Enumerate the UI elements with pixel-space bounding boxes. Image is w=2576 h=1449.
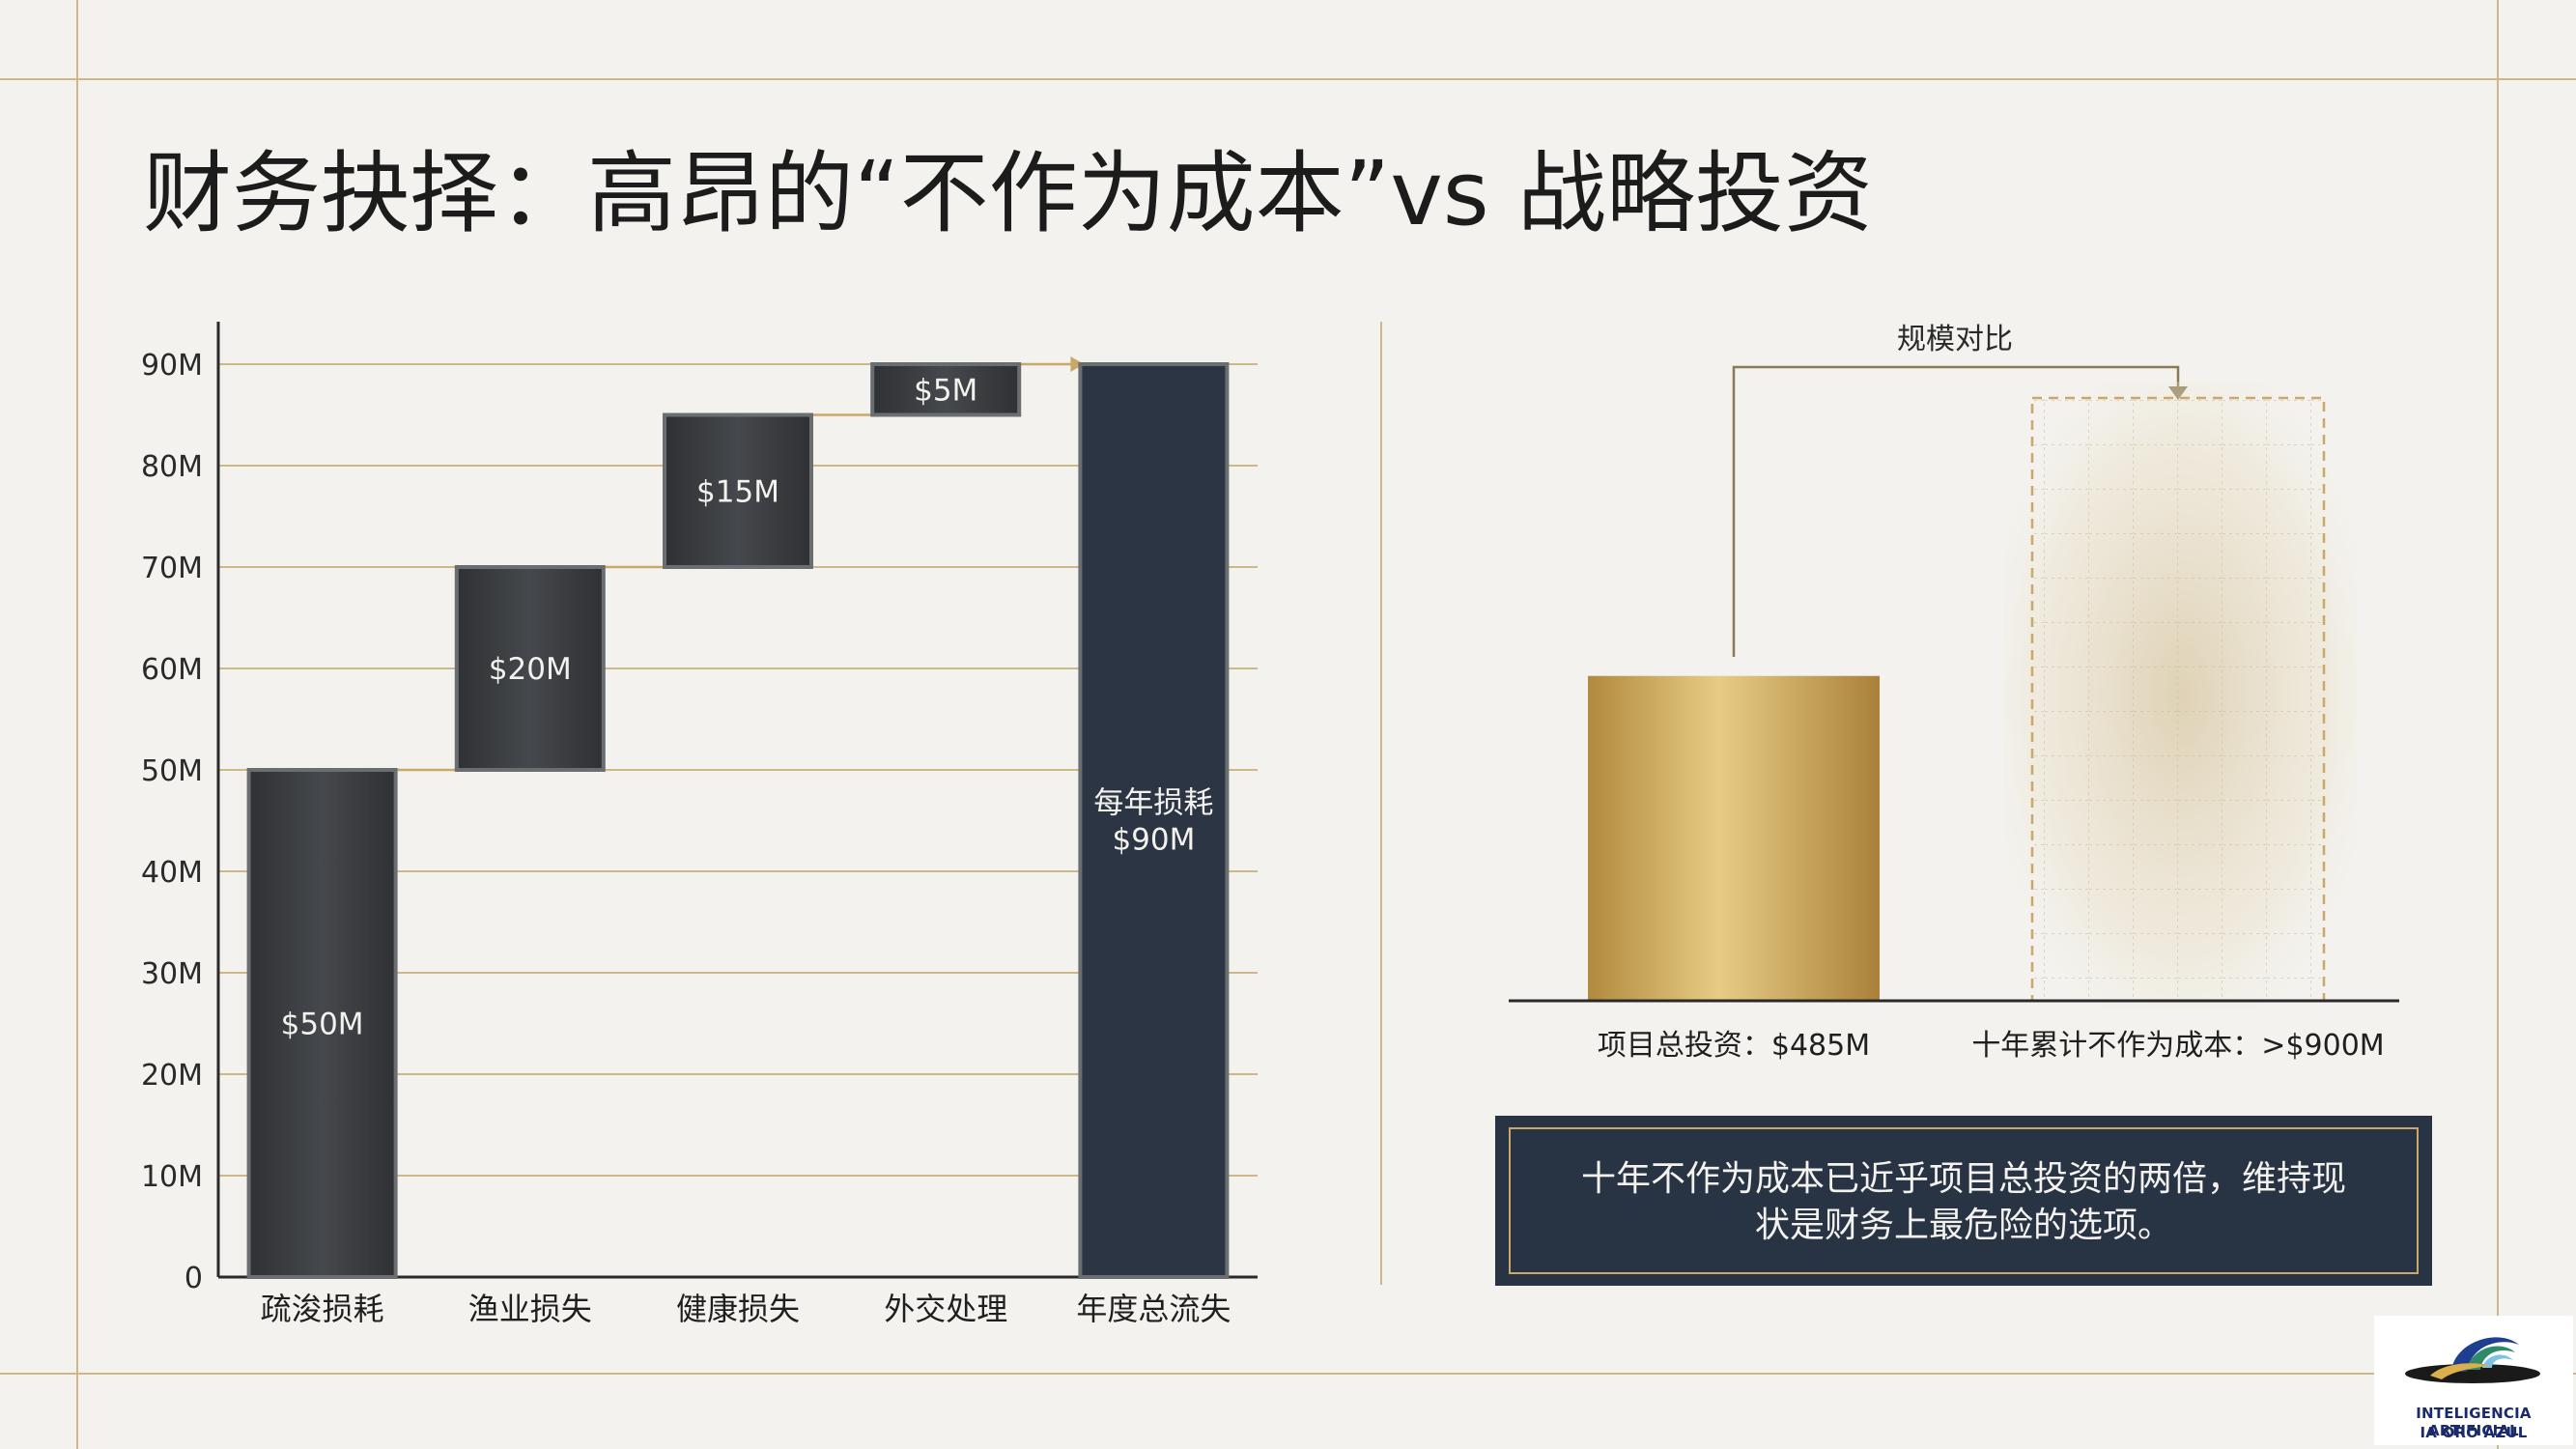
waterfall-connector-arrowhead [1070,356,1085,372]
y-tick-label: 20M [141,1059,203,1093]
comparison-category-label: 十年累计不作为成本：>$900M [1971,1029,2384,1063]
waterfall-y-ticks: 0 10M 20M 30M 40M 50M 60M 70M 80M 90M [141,349,203,1295]
y-tick-label: 50M [141,754,203,788]
y-tick-label: 60M [141,653,203,687]
waterfall-bars [246,362,1230,1279]
brand-logo: INTELIGENCIA ARTIFICIAL IA ORO AZUL [2374,1316,2573,1445]
waterfall-category-label: 年度总流失 [1076,1291,1231,1327]
waterfall-bar [663,412,813,569]
y-tick-label: 40M [141,856,203,890]
y-tick-label: 0 [184,1262,203,1295]
waterfall-bar [1078,362,1230,1279]
waterfall-data-label: $50M [281,1008,364,1042]
waterfall-data-label: 每年损耗$90M [1093,786,1213,858]
callout-box [1495,1116,2432,1286]
waterfall-bar [870,362,1022,417]
comparison-chart: 规模对比 项目总投资：$485M 十年累计不作为成本：>$900M 十年不作为成本… [1495,323,2432,1286]
waterfall-category-label: 外交处理 [884,1291,1007,1327]
logo-text-line-1: INTELIGENCIA ARTIFICIAL [2416,1405,2532,1439]
waterfall-category-label: 渔业损失 [468,1291,592,1327]
callout-text-line-2: 状是财务上最危险的选项。 [1755,1206,2172,1245]
waterfall-data-labels: $50M $20M $15M $5M 每年损耗$90M [281,373,1214,1041]
comparison-bars [1588,396,2326,1003]
comparison-category-labels: 项目总投资：$485M 十年累计不作为成本：>$900M [1598,1029,2385,1063]
investment-bar [1588,675,1880,1001]
y-tick-label: 10M [141,1160,203,1194]
inaction-cost-bar-grid [2032,398,2324,1001]
slide-title: 财务抉择：高昂的“不作为成本”vs 战略投资 [143,142,1873,245]
waterfall-category-label: 健康损失 [676,1291,800,1327]
logo-mark-icon [2405,1337,2540,1383]
y-tick-label: 70M [141,552,203,585]
comparison-arrow [1732,365,2180,657]
logo-text-line-2: IA ORO AZUL [2420,1424,2528,1441]
comparison-title: 规模对比 [1897,323,2013,356]
y-tick-label: 80M [141,450,203,484]
waterfall-data-label: $20M [489,652,572,687]
waterfall-chart: 0 10M 20M 30M 40M 50M 60M 70M 80M 90M $50M $20M $15… [141,322,1258,1327]
waterfall-bar [454,565,606,772]
waterfall-data-label: $5M [914,373,977,408]
callout-inner-border [1509,1127,2419,1274]
waterfall-category-labels: 疏浚损耗 渔业损失 健康损失 外交处理 年度总流失 [261,1291,1231,1327]
y-tick-label: 90M [141,349,203,383]
waterfall-bar [246,768,398,1279]
callout-text-line-1: 十年不作为成本已近乎项目总投资的两倍，维持现 [1581,1159,2346,1199]
y-tick-label: 30M [141,957,203,991]
waterfall-data-label: $15M [696,474,779,509]
comparison-category-label: 项目总投资：$485M [1598,1029,1870,1063]
waterfall-category-label: 疏浚损耗 [261,1291,384,1327]
